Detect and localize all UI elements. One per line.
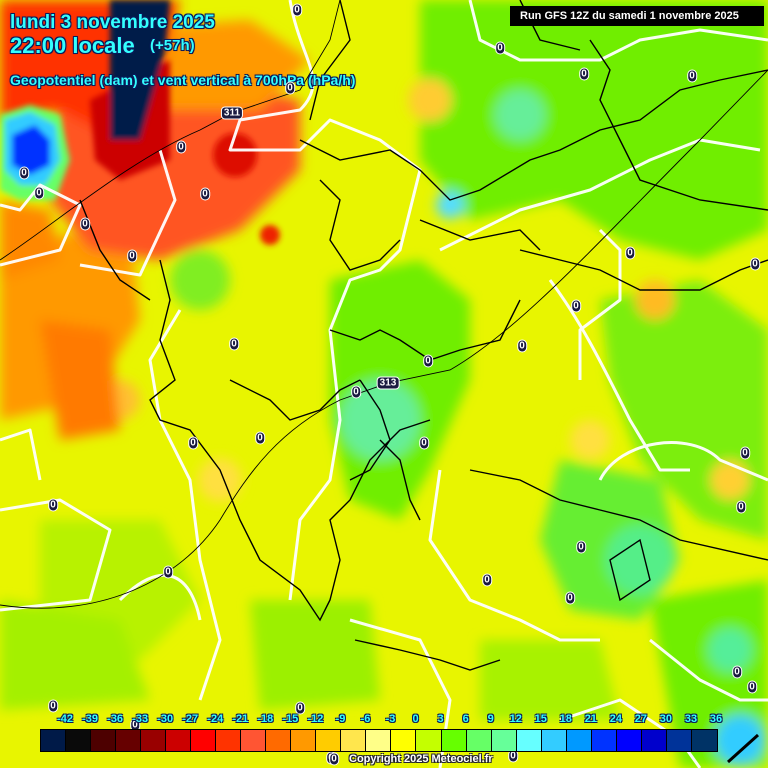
colorbar-segment: [266, 730, 292, 751]
zero-contour-label: 0: [127, 249, 137, 263]
colorbar-tick: 0: [412, 713, 419, 725]
zero-contour-label: 0: [736, 500, 746, 514]
colorbar-tick: -3: [385, 713, 396, 725]
colorbar-tick: -33: [132, 713, 149, 725]
colorbar-segment: [216, 730, 242, 751]
colorbar-tick: 3: [437, 713, 444, 725]
zero-contour-label: 0: [423, 354, 433, 368]
colorbar-segment: [241, 730, 267, 751]
zero-contour-label: 0: [579, 67, 589, 81]
colorbar: [40, 729, 718, 752]
colorbar-segment: [466, 730, 492, 751]
zero-contour-label: 0: [200, 187, 210, 201]
zero-contour-label: 0: [292, 3, 302, 17]
colorbar-segment: [91, 730, 117, 751]
colorbar-tick: 12: [509, 713, 522, 725]
colorbar-segment: [366, 730, 392, 751]
colorbar-segment: [191, 730, 217, 751]
zero-contour-label: 0: [419, 436, 429, 450]
colorbar-segment: [666, 730, 692, 751]
colorbar-segment: [416, 730, 442, 751]
colorbar-segment: [166, 730, 192, 751]
zero-contour-label: 0: [750, 257, 760, 271]
colorbar-tick: 30: [659, 713, 673, 725]
zero-contour-label: 0: [576, 540, 586, 554]
zero-contour-label: 0: [19, 166, 29, 180]
colorbar-segment: [116, 730, 142, 751]
colorbar-tick: 9: [487, 713, 494, 725]
colorbar-tick: 18: [559, 713, 572, 725]
geopotential-isoline-label: 313: [376, 376, 400, 390]
zero-contour-label: 0: [482, 573, 492, 587]
forecast-time: 22:00 locale: [10, 33, 135, 58]
zero-contour-label: 0: [34, 186, 44, 200]
colorbar-segment: [566, 730, 592, 751]
zero-contour-label: 0: [255, 431, 265, 445]
colorbar-segment: [441, 730, 467, 751]
colorbar-tick: -12: [307, 713, 324, 725]
zero-contour-label: 0: [48, 699, 58, 713]
copyright-text: Copyright 2025 Meteociel.fr: [349, 753, 493, 765]
colorbar-tick: 36: [709, 713, 723, 725]
colorbar-segment: [541, 730, 567, 751]
zero-contour-label: 0: [571, 299, 581, 313]
colorbar-tick: -18: [257, 713, 274, 725]
colorbar-segment: [291, 730, 317, 751]
colorbar-tick: 6: [462, 713, 469, 725]
zero-contour-label: 0: [517, 339, 527, 353]
colorbar-segment: [691, 730, 717, 751]
colorbar-tick: -42: [57, 713, 73, 725]
zero-contour-label: 0: [495, 41, 505, 55]
colorbar-tick: -24: [207, 713, 224, 725]
colorbar-tick: -39: [82, 713, 99, 725]
geopotential-isoline-label: 311: [220, 106, 244, 120]
colorbar-tick: 15: [534, 713, 547, 725]
forecast-offset: (+57h): [150, 37, 195, 54]
colorbar-segment: [316, 730, 342, 751]
zero-contour-label: 0: [285, 81, 295, 95]
zero-contour-label: 0: [48, 498, 58, 512]
zero-contour-label: 0: [747, 680, 757, 694]
zero-contour-label: 0: [163, 565, 173, 579]
zero-contour-label: 0: [351, 385, 361, 399]
model-run-label: Run GFS 12Z du samedi 1 novembre 2025: [510, 6, 764, 26]
colorbar-segment: [616, 730, 642, 751]
colorbar-segment: [641, 730, 667, 751]
colorbar-tick: -9: [335, 713, 346, 725]
colorbar-tick: -6: [360, 713, 371, 725]
zero-contour-label: 0: [229, 337, 239, 351]
model-run-text: Run GFS 12Z du samedi 1 novembre 2025: [520, 10, 739, 22]
colorbar-segment: [591, 730, 617, 751]
zero-contour-label: 0: [188, 436, 198, 450]
colorbar-tick: -21: [232, 713, 249, 725]
parameter-description: Geopotentiel (dam) et vent vertical à 70…: [10, 72, 356, 88]
colorbar-tick: 27: [634, 713, 647, 725]
colorbar-tick: 21: [584, 713, 597, 725]
colorbar-segment: [66, 730, 92, 751]
colorbar-segment: [41, 730, 67, 751]
zero-contour-label: 0: [329, 752, 339, 766]
zero-contour-label: 0: [740, 446, 750, 460]
zero-contour-label: 0: [687, 69, 697, 83]
colorbar-tick: -15: [282, 713, 299, 725]
colorbar-tick: -27: [182, 713, 199, 725]
zero-contour-label: 0: [295, 701, 305, 715]
colorbar-segment: [141, 730, 167, 751]
colorbar-segment: [391, 730, 417, 751]
colorbar-segment: [341, 730, 367, 751]
colorbar-tick: -36: [107, 713, 124, 725]
colorbar-segment: [491, 730, 517, 751]
colorbar-segment: [516, 730, 542, 751]
colorbar-tick: 24: [609, 713, 622, 725]
colorbar-tick: 33: [684, 713, 698, 725]
zero-contour-label: 0: [80, 217, 90, 231]
zero-contour-label: 0: [625, 246, 635, 260]
zero-contour-label: 0: [732, 665, 742, 679]
colorbar-tick: -30: [157, 713, 174, 725]
zero-contour-label: 0: [176, 140, 186, 154]
forecast-date: lundi 3 novembre 2025: [10, 12, 215, 33]
zero-contour-label: 0: [565, 591, 575, 605]
